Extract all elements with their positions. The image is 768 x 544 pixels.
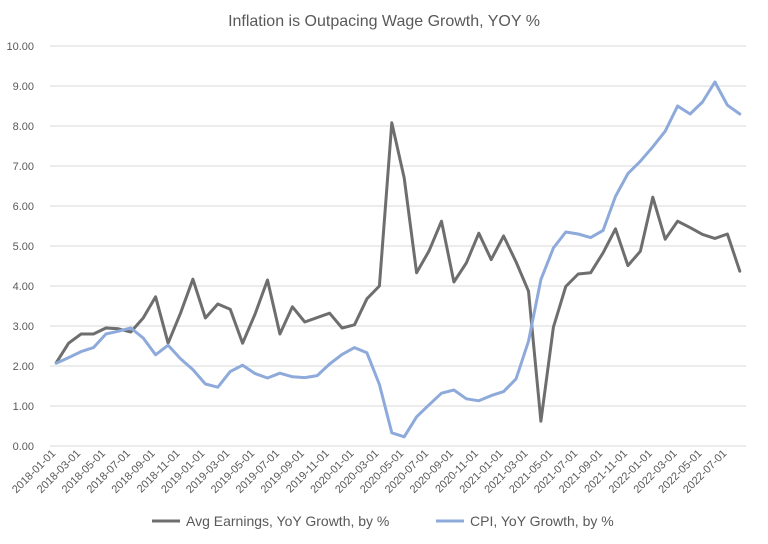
y-tick-label: 4.00 xyxy=(13,281,34,293)
gridlines xyxy=(50,45,746,447)
legend-label-2: CPI, YoY Growth, by % xyxy=(470,513,614,529)
y-tick-label: 8.00 xyxy=(13,121,34,133)
chart-title: Inflation is Outpacing Wage Growth, YOY … xyxy=(228,13,540,30)
y-tick-label: 6.00 xyxy=(13,201,34,213)
y-tick-label: 1.00 xyxy=(13,401,34,413)
y-tick-label: 5.00 xyxy=(13,241,34,253)
x-axis: 2018-01-012018-03-012018-05-012018-07-01… xyxy=(10,448,729,496)
y-tick-label: 3.00 xyxy=(13,321,34,333)
y-tick-label: 7.00 xyxy=(13,161,34,173)
y-tick-label: 0.00 xyxy=(13,441,34,453)
y-tick-label: 10.00 xyxy=(6,41,34,53)
legend: Avg Earnings, YoY Growth, by % CPI, YoY G… xyxy=(152,513,614,529)
y-axis: 0.00 1.00 2.00 3.00 4.00 5.00 6.00 7.00 8.00 9.00… xyxy=(6,41,34,453)
series-line-2 xyxy=(54,80,742,439)
legend-label-1: Avg Earnings, YoY Growth, by % xyxy=(186,513,389,529)
y-tick-label: 2.00 xyxy=(13,361,34,373)
series-lines xyxy=(54,80,742,439)
y-tick-label: 9.00 xyxy=(13,81,34,93)
series-line-1 xyxy=(54,121,742,423)
